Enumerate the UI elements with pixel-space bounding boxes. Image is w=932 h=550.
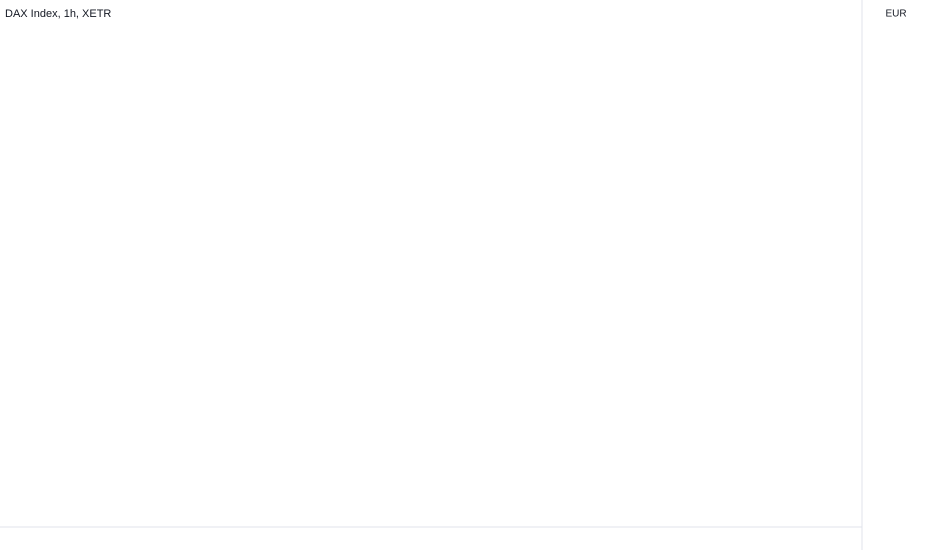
currency: EUR — [885, 9, 906, 20]
chart-title: DAX Index, 1h, XETR — [5, 8, 111, 20]
